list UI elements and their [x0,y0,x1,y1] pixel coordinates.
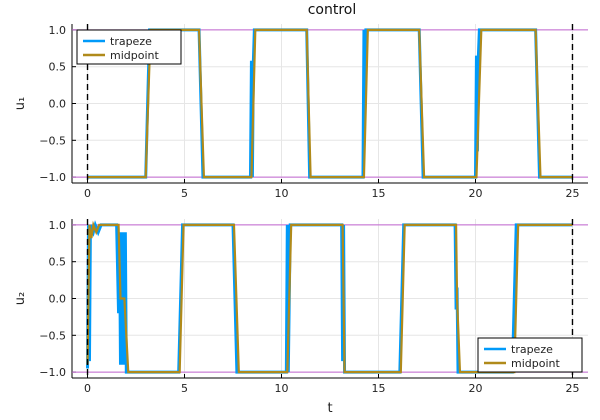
x-tick-label: 25 [565,382,579,395]
x-tick-label: 0 [84,187,91,200]
y-tick-label: 1.0 [49,219,67,232]
series-line-midpoint [87,28,573,179]
legend-box [477,337,583,373]
series-line-midpoint [86,220,573,374]
x-tick-label: 5 [181,187,188,200]
chart-title: control [308,2,357,18]
y-tick-label: 0.5 [49,256,67,269]
y-axis-label: u₁ [13,97,28,110]
panel-u2: 0 5 10 15 20 25 −1.0 −0.5 0.0 0.5 1.0 u₂ t trapezemid… [13,219,588,416]
y-tick-label: −0.5 [39,134,66,147]
y-tick-label: 0.0 [49,98,67,111]
x-tick-label: 10 [275,382,289,395]
y-tick-label: 0.5 [49,61,67,74]
x-axis-label: t [327,401,332,416]
x-tick-label: 10 [275,187,289,200]
y-tick-label: −1.0 [39,366,66,379]
x-tick-label: 0 [84,382,91,395]
legend-label-trapeze: trapeze [110,35,152,48]
x-tick-label: 20 [468,382,482,395]
x-tick-label: 20 [468,187,482,200]
x-tick-label: 15 [371,382,385,395]
y-tick-label: −1.0 [39,171,66,184]
y-tick-label: −0.5 [39,329,66,342]
y-tick-label: 0.0 [49,293,67,306]
legend-box [76,29,182,65]
x-tick-label: 5 [181,382,188,395]
y-axis-label: u₂ [13,292,28,305]
x-tick-label: 25 [565,187,579,200]
panel-u1: 0 5 10 15 20 25 −1.0 −0.5 0.0 0.5 1.0 u₁ trapezemidp… [13,24,588,200]
x-tick-label: 15 [371,187,385,200]
legend-label-midpoint: midpoint [110,49,159,62]
y-tick-label: 1.0 [49,24,67,37]
legend-label-midpoint: midpoint [511,357,560,370]
legend-label-trapeze: trapeze [511,343,553,356]
